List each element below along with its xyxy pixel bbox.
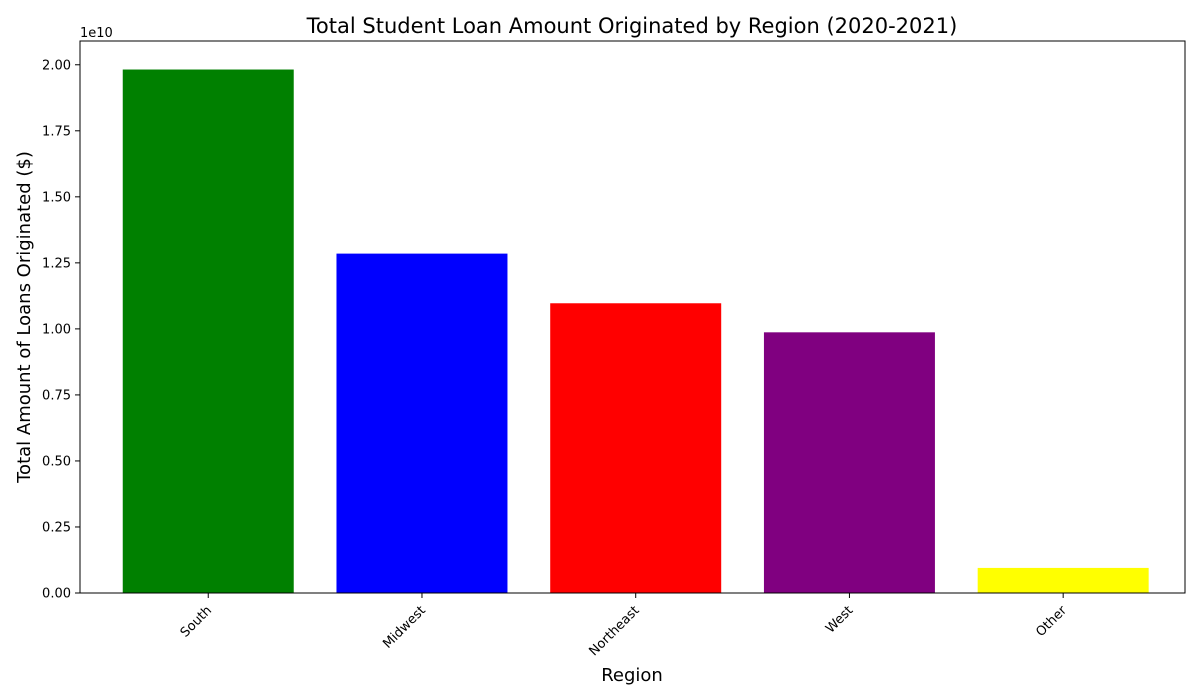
bar-northeast — [550, 303, 722, 593]
y-tick-label: 0.00 — [42, 587, 71, 602]
x-axis-title: Region — [601, 665, 663, 686]
bar-south — [122, 69, 294, 593]
y-axis-ticks: 0.00 0.25 0.50 0.75 1.00 1.25 1.50 1.75 2.00 — [42, 58, 80, 602]
y-tick-label: 1.25 — [42, 256, 71, 271]
plot-frame — [79, 40, 1186, 594]
bars-layer — [122, 69, 1149, 594]
y-tick-label: 2.00 — [42, 58, 71, 73]
x-tick-label: Northeast — [587, 603, 643, 659]
y-axis-offset-label: 1e10 — [80, 26, 113, 41]
x-tick-label: South — [178, 603, 215, 640]
bar-other — [977, 567, 1149, 593]
x-tick-label: West — [823, 603, 856, 636]
y-tick-label: 0.50 — [42, 454, 71, 469]
x-axis-ticks: South Midwest Northeast West Other — [178, 593, 1070, 659]
y-axis-title: Total Amount of Loans Originated ($) — [14, 151, 35, 484]
y-tick-label: 1.50 — [42, 190, 71, 205]
chart-title: Total Student Loan Amount Originated by … — [306, 14, 958, 38]
bar-midwest — [336, 253, 508, 594]
x-tick-label: Other — [1033, 603, 1070, 640]
y-tick-label: 0.25 — [42, 520, 71, 535]
y-tick-label: 1.00 — [42, 322, 71, 337]
bar-west — [763, 332, 935, 593]
x-tick-label: Midwest — [380, 603, 429, 652]
y-tick-label: 1.75 — [42, 124, 71, 139]
y-tick-label: 0.75 — [42, 388, 71, 403]
